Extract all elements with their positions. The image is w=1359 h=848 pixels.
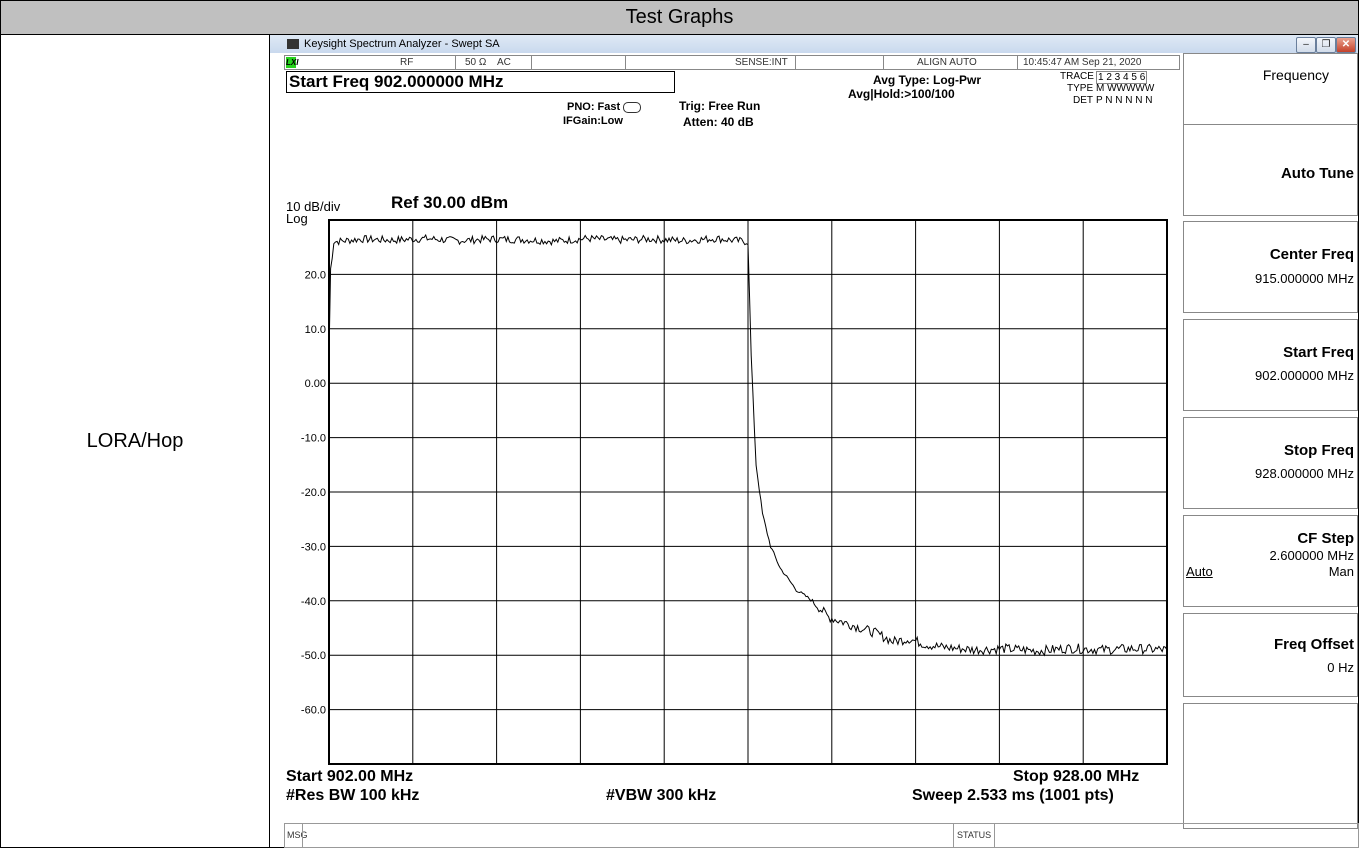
scale-type: Log [286,211,308,226]
scale-per-div: 10 dB/div [286,199,341,214]
video-bandwidth: #VBW 300 kHz [606,787,717,804]
message-bar: MSG STATUS [284,823,1359,848]
softkey-menu-title: Frequency [1183,53,1358,125]
y-tick-label: 0.00 [305,378,326,390]
status-label: STATUS [957,830,992,840]
trigger-setting: Trig: Free Run [679,99,761,113]
cf-step-auto[interactable]: Auto [1186,564,1213,579]
reference-level: Ref 30.00 dBm [391,193,509,212]
y-tick-label: -20.0 [301,487,326,499]
sense-indicator: SENSE:INT [735,57,788,68]
rf-indicator: RF [400,57,414,68]
attenuation-setting: Atten: 40 dB [683,115,754,129]
softkey-freq-offset[interactable]: Freq Offset 0 Hz [1183,613,1358,697]
lxi-icon: LXI [286,57,299,68]
y-tick-label: -30.0 [301,541,326,553]
close-button[interactable]: ✕ [1336,37,1356,53]
trace-values: 1 2 3 4 5 6 [1096,71,1148,84]
active-function-display: Start Freq 902.000000 MHz [286,71,675,93]
pno-toggle-icon [623,102,641,113]
align-indicator: ALIGN AUTO [917,57,977,68]
row-label: LORA/Hop [1,35,270,847]
softkey-center-freq[interactable]: Center Freq 915.000000 MHz [1183,221,1358,313]
window-title: Keysight Spectrum Analyzer - Swept SA [304,38,500,50]
type-label: TYPE [1067,83,1094,94]
datetime: 10:45:47 AM Sep 21, 2020 [1023,57,1142,68]
y-tick-label: 10.0 [305,324,326,336]
y-tick-label: -60.0 [301,705,326,717]
trace-label: TRACE [1060,71,1094,82]
row-label-text: LORA/Hop [86,429,184,452]
softkey-empty[interactable] [1183,703,1358,829]
minimize-button[interactable]: – [1296,37,1316,53]
sweep-time: Sweep 2.533 ms (1001 pts) [912,787,1114,804]
app-icon [287,39,299,49]
impedance-indicator: 50 Ω [465,57,487,68]
y-tick-label: 20.0 [305,269,326,281]
y-tick-label: -40.0 [301,596,326,608]
msg-label: MSG [287,830,308,840]
spectrum-plot: 20.0 10.0 0.00 -10.0 -20.0 -30.0 -40.0 -50.0 -60… [301,219,1168,765]
window-titlebar: Keysight Spectrum Analyzer - Swept SA – … [270,35,1358,53]
softkey-start-freq[interactable]: Start Freq 902.000000 MHz [1183,319,1358,411]
avg-type: Avg Type: Log-Pwr [873,73,981,87]
stop-frequency: Stop 928.00 MHz [1013,768,1140,785]
table-header: Test Graphs [1,1,1358,35]
restore-button[interactable]: ❐ [1316,37,1336,53]
coupling-indicator: AC [497,57,511,68]
type-values: M WWWWW [1096,83,1155,94]
det-values: P N N N N N [1096,95,1153,106]
spectrum-analyzer-window: Keysight Spectrum Analyzer - Swept SA – … [270,35,1359,848]
y-tick-label: -10.0 [301,433,326,445]
plot-border [328,219,1168,765]
softkey-panel: Frequency Auto Tune Center Freq 915.0000… [1183,53,1358,829]
cf-step-man[interactable]: Man [1328,564,1354,579]
softkey-auto-tune[interactable]: Auto Tune [1183,124,1358,216]
y-tick-label: -50.0 [301,650,326,662]
ifgain-setting: IFGain:Low [563,115,623,127]
trace-line [328,233,1168,657]
det-label: DET [1073,95,1093,106]
pno-setting: PNO: Fast [567,101,621,113]
resolution-bandwidth: #Res BW 100 kHz [286,787,420,804]
status-strip: LXI RF 50 Ω AC SENSE:INT ALIGN AUTO 10:4… [284,55,1180,70]
avg-hold: Avg|Hold:>100/100 [848,87,955,101]
softkey-cf-step[interactable]: CF Step 2.600000 MHz Auto Man [1183,515,1358,607]
softkey-stop-freq[interactable]: Stop Freq 928.000000 MHz [1183,417,1358,509]
start-frequency: Start 902.00 MHz [286,768,414,785]
